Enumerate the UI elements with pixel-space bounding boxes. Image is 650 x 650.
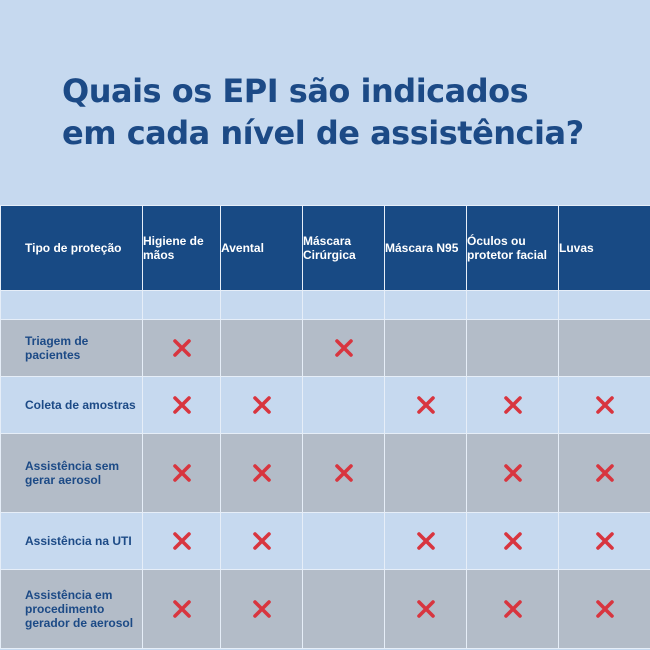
table-cell <box>142 433 221 513</box>
x-mark-icon <box>172 463 192 483</box>
x-mark-icon <box>252 463 272 483</box>
table-row: Assistência sem gerar aerosol <box>0 433 650 513</box>
row-label: Assistência em procedimento gerador de a… <box>0 569 143 649</box>
table-cell <box>302 319 385 377</box>
table-cell <box>220 376 303 434</box>
table-cell <box>558 569 650 649</box>
x-mark-icon <box>172 599 192 619</box>
x-mark-icon <box>595 531 615 551</box>
table-cell <box>220 569 303 649</box>
table-cell <box>558 433 650 513</box>
table-cell <box>384 319 467 377</box>
title-line-1: Quais os EPI são indicados <box>62 72 529 110</box>
table-header-row: Tipo de proteção Higiene de mãos Avental… <box>0 205 650 291</box>
row-label: Triagem de pacientes <box>0 319 143 377</box>
x-mark-icon <box>416 599 436 619</box>
spacer-row <box>0 290 650 320</box>
table-cell <box>220 319 303 377</box>
table-cell <box>142 376 221 434</box>
table-cell <box>466 569 559 649</box>
x-mark-icon <box>503 463 523 483</box>
table-cell <box>220 512 303 570</box>
table-cell <box>384 512 467 570</box>
header-gown: Avental <box>220 205 303 291</box>
title-line-2: em cada nível de assistência? <box>62 114 584 152</box>
header-goggles-face-shield: Óculos ou protetor facial <box>466 205 559 291</box>
x-mark-icon <box>416 531 436 551</box>
table-cell <box>302 569 385 649</box>
table-cell <box>466 433 559 513</box>
x-mark-icon <box>172 338 192 358</box>
table-row: Coleta de amostras <box>0 376 650 434</box>
table-cell <box>384 433 467 513</box>
table-cell <box>302 376 385 434</box>
table-cell <box>384 376 467 434</box>
x-mark-icon <box>334 463 354 483</box>
table-cell <box>142 512 221 570</box>
ppe-table: Tipo de proteção Higiene de mãos Avental… <box>0 205 650 649</box>
x-mark-icon <box>595 599 615 619</box>
table-row: Triagem de pacientes <box>0 319 650 377</box>
table-cell <box>384 569 467 649</box>
header-n95-mask: Máscara N95 <box>384 205 467 291</box>
table-cell <box>558 376 650 434</box>
x-mark-icon <box>252 599 272 619</box>
table-cell <box>142 319 221 377</box>
x-mark-icon <box>172 395 192 415</box>
x-mark-icon <box>416 395 436 415</box>
x-mark-icon <box>252 531 272 551</box>
table-row: Assistência na UTI <box>0 512 650 570</box>
row-label: Coleta de amostras <box>0 376 143 434</box>
table-row: Assistência em procedimento gerador de a… <box>0 569 650 649</box>
x-mark-icon <box>334 338 354 358</box>
table-cell <box>558 512 650 570</box>
header-protection-type: Tipo de proteção <box>0 205 143 291</box>
table-cell <box>302 433 385 513</box>
table-cell <box>302 512 385 570</box>
table-cell <box>466 512 559 570</box>
header-surgical-mask: Máscara Cirúrgica <box>302 205 385 291</box>
table-cell <box>466 376 559 434</box>
header-gloves: Luvas <box>558 205 650 291</box>
row-label: Assistência na UTI <box>0 512 143 570</box>
x-mark-icon <box>252 395 272 415</box>
table-cell <box>220 433 303 513</box>
table-cell <box>466 319 559 377</box>
page-title: Quais os EPI são indicados em cada nível… <box>62 70 622 154</box>
x-mark-icon <box>595 395 615 415</box>
x-mark-icon <box>503 599 523 619</box>
x-mark-icon <box>503 531 523 551</box>
table-cell <box>142 569 221 649</box>
x-mark-icon <box>595 463 615 483</box>
x-mark-icon <box>503 395 523 415</box>
header-hand-hygiene: Higiene de mãos <box>142 205 221 291</box>
row-label: Assistência sem gerar aerosol <box>0 433 143 513</box>
x-mark-icon <box>172 531 192 551</box>
table-cell <box>558 319 650 377</box>
